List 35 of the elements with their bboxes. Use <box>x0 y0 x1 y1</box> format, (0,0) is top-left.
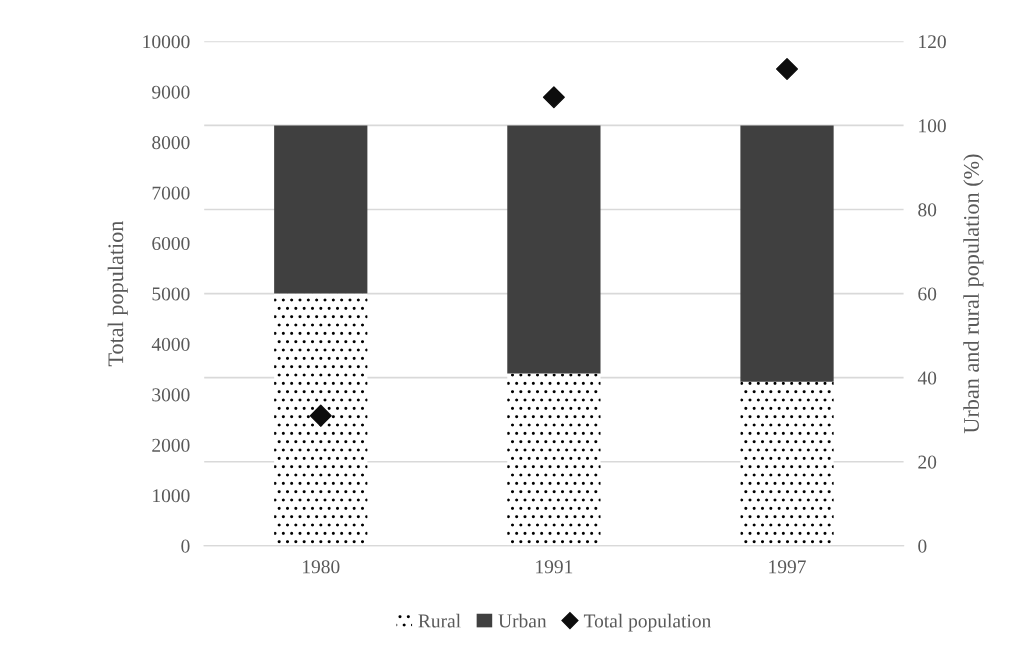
x-tick-label: 1997 <box>769 560 806 574</box>
bar <box>274 125 368 294</box>
y-tick-label: 8000 <box>152 136 190 150</box>
y2-tick-label: 80 <box>918 203 937 217</box>
y-tick-label: 1000 <box>153 489 190 503</box>
y-tick-label: 9000 <box>152 85 190 99</box>
y-tick-label: 7000 <box>152 186 190 200</box>
y-tick-label: 6000 <box>152 236 190 251</box>
y2-axis-title: Urban and rural population (%) <box>963 154 984 434</box>
y2-tick-label: 20 <box>918 455 937 469</box>
legend-label: Urban <box>498 613 547 628</box>
bar <box>274 293 368 546</box>
bar <box>740 381 834 546</box>
x-tick-label: 1980 <box>303 560 340 574</box>
y-tick-label: 2000 <box>152 438 190 452</box>
y-tick-label: 4000 <box>151 337 190 351</box>
y2-tick-label: 100 <box>919 119 946 133</box>
y-axis-title: Total population <box>107 220 128 367</box>
bar <box>507 125 601 374</box>
legend-label: Rural <box>418 613 461 628</box>
bar <box>740 125 834 382</box>
y-tick-label: 5000 <box>152 287 190 301</box>
y2-tick-label: 40 <box>917 371 937 385</box>
y-tick-label: 3000 <box>152 388 190 402</box>
y2-tick-label: 60 <box>918 287 937 301</box>
y2-tick-label: 0 <box>918 539 927 553</box>
legend-label: Total population <box>583 613 711 632</box>
y2-tick-label: 120 <box>919 35 946 49</box>
point <box>309 404 332 427</box>
x-tick-label: 1991 <box>536 560 573 574</box>
y-tick-label: 0 <box>181 539 190 553</box>
point <box>542 86 565 109</box>
point <box>776 58 799 81</box>
bar <box>507 373 601 546</box>
y-tick-label: 10000 <box>143 35 190 49</box>
